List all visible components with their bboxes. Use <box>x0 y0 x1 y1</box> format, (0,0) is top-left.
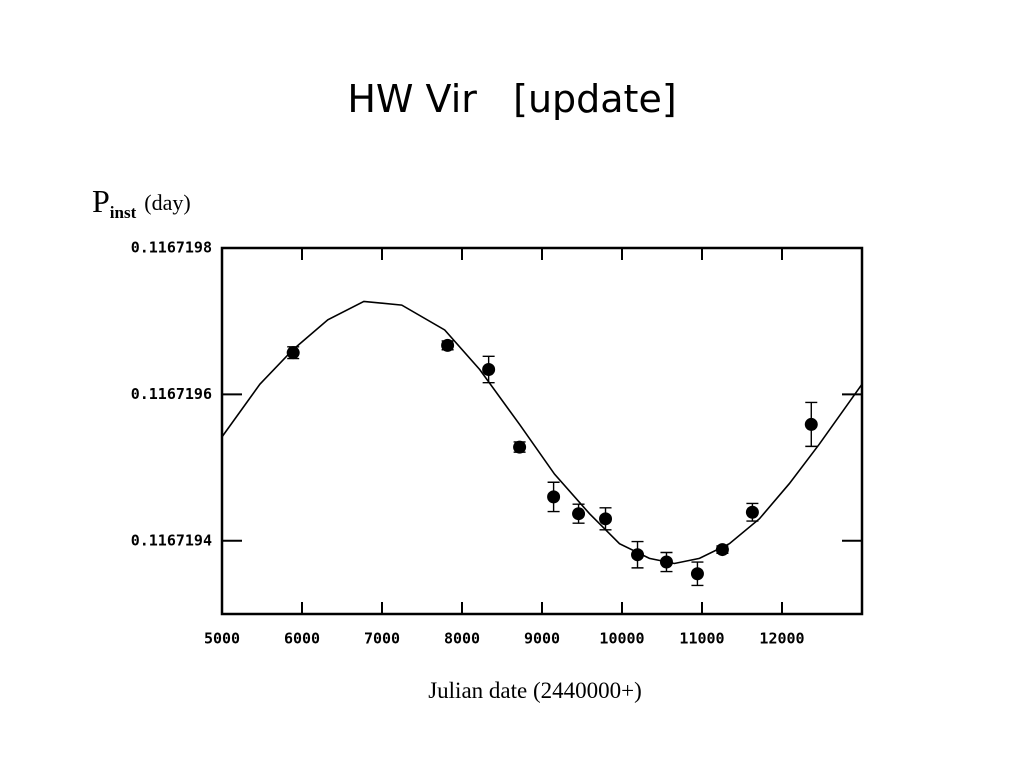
data-point <box>572 507 586 521</box>
y-tick-label: 0.1167198 <box>131 239 212 257</box>
data-point <box>715 543 729 557</box>
data-point <box>286 346 300 360</box>
data-point <box>804 417 818 431</box>
data-point <box>659 555 673 569</box>
data-point <box>631 548 645 562</box>
plot-frame <box>220 246 864 616</box>
x-tick-label: 12000 <box>759 630 804 648</box>
x-tick-label: 9000 <box>524 630 560 648</box>
data-point <box>482 363 496 377</box>
data-point <box>547 490 561 504</box>
x-axis-label: Julian date (2440000+) <box>428 678 642 703</box>
y-tick-label: 0.1167194 <box>131 531 212 549</box>
x-tick-label: 5000 <box>204 630 240 648</box>
y-label-sub: inst <box>110 203 137 222</box>
y-label-main: P <box>92 183 110 219</box>
y-axis-label: Pinst (day) <box>92 183 191 222</box>
x-tick-label: 8000 <box>444 630 480 648</box>
y-label-unit: (day) <box>144 190 190 215</box>
slide-title: HW Vir [update] <box>347 77 676 121</box>
data-point <box>441 338 455 352</box>
y-tick-label: 0.1167196 <box>131 385 212 403</box>
fit-curve <box>221 300 863 565</box>
x-tick-label: 7000 <box>364 630 400 648</box>
data-point <box>513 440 527 454</box>
x-tick-label: 10000 <box>599 630 644 648</box>
x-tick-label: 11000 <box>679 630 724 648</box>
data-point <box>599 512 613 526</box>
x-tick-label: 6000 <box>284 630 320 648</box>
data-point <box>745 505 759 519</box>
data-point <box>690 567 704 581</box>
